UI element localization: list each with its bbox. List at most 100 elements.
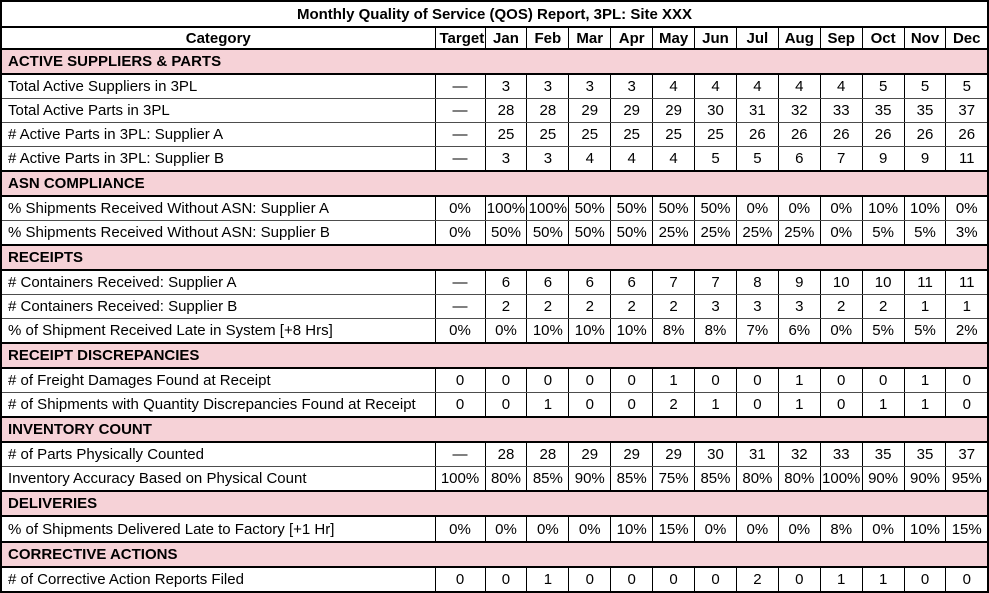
month-value-jun: 8% (694, 317, 737, 344)
month-value-apr: 0 (610, 566, 654, 593)
month-value-nov: 35 (903, 98, 947, 123)
month-value-nov: 5 (903, 73, 947, 100)
month-value-may: 0 (652, 566, 696, 593)
month-value-jun: 0 (694, 566, 737, 593)
metric-row: # of Corrective Action Reports Filed 0 0 1 0… (0, 566, 989, 593)
column-header-target: Target (434, 27, 486, 50)
column-header-month-sep: Sep (819, 27, 863, 50)
target-value: 0% (434, 195, 486, 221)
metric-row: # Active Parts in 3PL: Supplier B —3 3 4 4 4 5… (0, 145, 989, 172)
month-value-may: 25% (652, 219, 696, 246)
metric-label: # of Freight Damages Found at Receipt (0, 367, 436, 394)
section-title: ASN COMPLIANCE (0, 169, 989, 197)
metric-label: % Shipments Received Without ASN: Suppli… (0, 195, 436, 221)
column-header-month-jun: Jun (694, 27, 737, 50)
month-value-apr: 3 (610, 73, 654, 100)
month-value-feb: 2 (526, 294, 570, 319)
metric-row: # Containers Received: Supplier B —2 2 2 2 2 3… (0, 294, 989, 319)
month-value-mar: 0 (568, 367, 612, 394)
month-value-oct: 10% (861, 195, 905, 221)
target-value: 0 (434, 367, 486, 394)
month-value-aug: 32 (777, 441, 821, 468)
month-value-may: 15% (652, 515, 696, 543)
month-value-aug: 9 (777, 269, 821, 296)
column-header-month-may: May (652, 27, 696, 50)
month-value-dec: 0% (945, 195, 989, 221)
target-value: 0 (434, 566, 486, 593)
month-value-sep: 0 (819, 392, 863, 418)
month-value-nov: 90% (903, 466, 947, 492)
month-value-jan: 0% (484, 515, 528, 543)
month-value-jul: 3 (735, 294, 779, 319)
month-value-nov: 1 (903, 294, 947, 319)
month-value-apr: 25 (610, 121, 654, 147)
metric-row: # of Freight Damages Found at Receipt 0 0 0… (0, 367, 989, 394)
target-value: 100% (434, 466, 486, 492)
month-value-oct: 5% (861, 219, 905, 246)
month-value-mar: 50% (568, 195, 612, 221)
month-value-apr: 29 (610, 441, 654, 468)
section-row: DELIVERIES (0, 490, 989, 518)
month-value-jun: 0% (694, 515, 737, 543)
month-value-aug: 25% (777, 219, 821, 246)
month-value-feb: 0 (526, 367, 570, 394)
month-value-jul: 4 (735, 73, 779, 100)
month-value-dec: 3% (945, 219, 989, 246)
month-value-apr: 50% (610, 219, 654, 246)
metric-label: Total Active Parts in 3PL (0, 98, 436, 123)
month-value-dec: 15% (945, 515, 989, 543)
section-title: RECEIPTS (0, 243, 989, 272)
metric-label: % Shipments Received Without ASN: Suppli… (0, 219, 436, 246)
month-value-nov: 1 (903, 392, 947, 418)
month-value-may: 75% (652, 466, 696, 492)
month-value-mar: 10% (568, 317, 612, 344)
month-value-may: 4 (652, 73, 696, 100)
month-value-jun: 25 (694, 121, 737, 147)
month-value-jan: 50% (484, 219, 528, 246)
month-value-feb: 1 (526, 566, 570, 593)
metric-label: # of Corrective Action Reports Filed (0, 566, 436, 593)
month-value-aug: 6% (777, 317, 821, 344)
metric-label: Inventory Accuracy Based on Physical Cou… (0, 466, 436, 492)
month-value-jul: 0% (735, 195, 779, 221)
month-value-oct: 0% (861, 515, 905, 543)
month-value-aug: 32 (777, 98, 821, 123)
month-value-aug: 26 (777, 121, 821, 147)
metric-label: # Containers Received: Supplier A (0, 269, 436, 296)
month-value-may: 29 (652, 441, 696, 468)
column-header-month-mar: Mar (568, 27, 612, 50)
month-value-sep: 33 (819, 441, 863, 468)
month-value-sep: 100% (819, 466, 863, 492)
month-value-mar: 4 (568, 145, 612, 172)
metric-row: # Containers Received: Supplier A —6 6 6 6 7 7… (0, 269, 989, 296)
month-value-jul: 26 (735, 121, 779, 147)
month-value-jan: 0% (484, 317, 528, 344)
month-value-feb: 3 (526, 145, 570, 172)
column-header-month-jul: Jul (735, 27, 779, 50)
month-value-aug: 0% (777, 195, 821, 221)
month-value-oct: 90% (861, 466, 905, 492)
month-value-jan: 28 (484, 441, 528, 468)
column-header-month-aug: Aug (777, 27, 821, 50)
month-value-may: 25 (652, 121, 696, 147)
month-value-jan: 25 (484, 121, 528, 147)
month-value-jan: 3 (484, 145, 528, 172)
month-value-feb: 50% (526, 219, 570, 246)
section-title: RECEIPT DISCREPANCIES (0, 341, 989, 370)
target-value: — (434, 269, 486, 296)
month-value-nov: 5% (903, 219, 947, 246)
month-value-jun: 85% (694, 466, 737, 492)
month-value-feb: 28 (526, 98, 570, 123)
month-value-jun: 1 (694, 392, 737, 418)
month-value-jan: 28 (484, 98, 528, 123)
month-value-nov: 1 (903, 367, 947, 394)
target-value: — (434, 98, 486, 123)
month-value-sep: 4 (819, 73, 863, 100)
column-header-category: Category (0, 27, 436, 50)
month-value-may: 4 (652, 145, 696, 172)
metric-row: # of Parts Physically Counted —28 28 29 29 29… (0, 441, 989, 468)
metric-row: Inventory Accuracy Based on Physical Cou… (0, 466, 989, 492)
month-value-may: 50% (652, 195, 696, 221)
report-title: Monthly Quality of Service (QOS) Report,… (1, 1, 988, 28)
month-value-dec: 11 (945, 269, 989, 296)
